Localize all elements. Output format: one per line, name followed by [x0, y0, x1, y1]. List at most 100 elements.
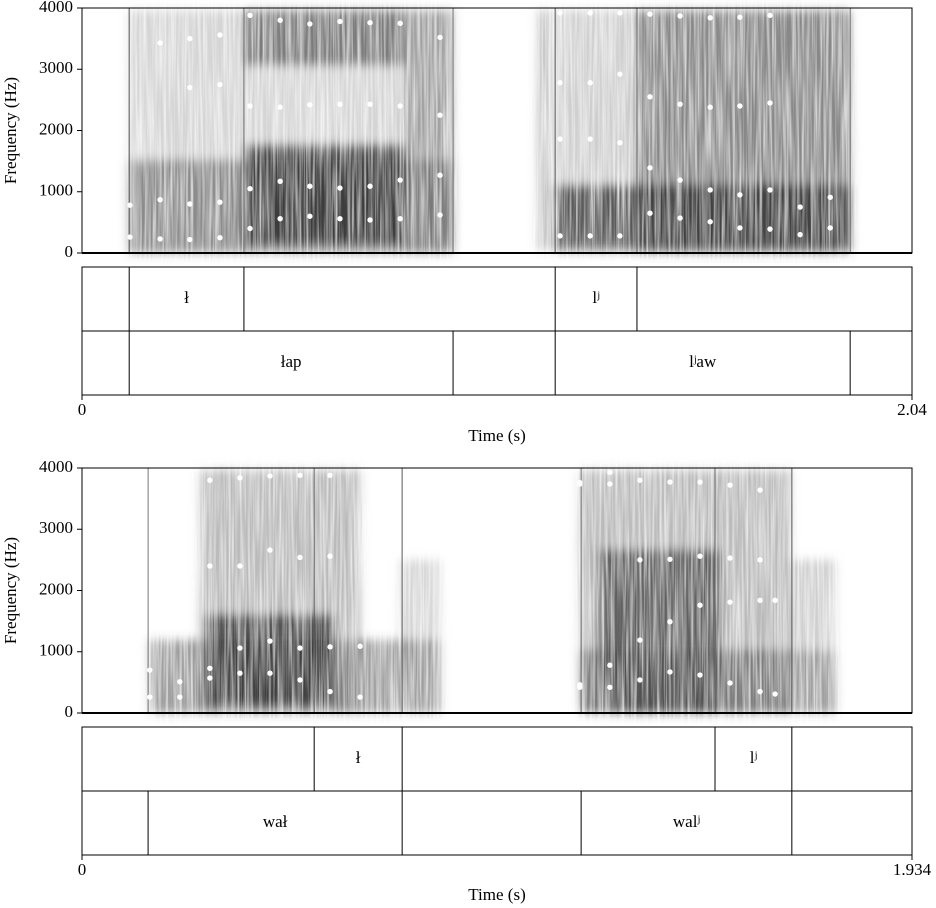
formant-point: [647, 11, 653, 17]
formant-point: [637, 557, 643, 563]
formant-point: [337, 185, 343, 191]
formant-point: [147, 667, 153, 673]
tier-label: ł: [184, 288, 189, 307]
formant-point: [217, 32, 223, 38]
formant-point: [327, 688, 333, 695]
tier-label: lʲ: [592, 288, 600, 307]
formant-point: [207, 675, 213, 681]
formant-point: [367, 101, 373, 107]
formant-point: [707, 15, 713, 21]
formant-point: [327, 644, 333, 650]
formant-point: [337, 101, 343, 107]
formant-point: [177, 679, 183, 685]
formant-point: [647, 165, 653, 171]
formant-point: [697, 553, 703, 559]
formant-point: [327, 472, 333, 479]
formant-point: [367, 20, 373, 26]
formant-point: [267, 670, 273, 676]
formant-point: [267, 547, 273, 553]
y-tick-label: 0: [65, 702, 74, 721]
formant-point: [217, 199, 223, 205]
formant-point: [187, 201, 193, 207]
formant-point: [587, 233, 593, 239]
formant-point: [577, 682, 583, 688]
formant-point: [697, 479, 703, 485]
formant-point: [237, 670, 243, 676]
formant-point: [677, 215, 683, 221]
formant-point: [187, 236, 193, 243]
spectrogram-top: [129, 10, 850, 253]
formant-point: [587, 136, 593, 142]
tier-label: lʲ: [750, 748, 758, 767]
formant-point: [127, 202, 133, 208]
formant-point: [357, 694, 363, 700]
formant-point: [267, 473, 273, 479]
formant-point: [727, 599, 733, 605]
y-tick-label: 3000: [39, 58, 73, 77]
formant-point: [737, 192, 743, 198]
y-tick-label: 2000: [39, 119, 73, 138]
formant-point: [297, 472, 303, 479]
x-tick-label: 0: [78, 400, 87, 419]
formant-point: [277, 216, 283, 222]
formant-point: [177, 479, 183, 485]
formant-point: [587, 10, 593, 16]
formant-point: [217, 234, 223, 241]
tier-label: ł: [356, 748, 361, 767]
formant-point: [327, 553, 333, 559]
formant-point: [237, 645, 243, 651]
formant-point: [637, 637, 643, 643]
formant-point: [617, 140, 623, 146]
formant-point: [437, 212, 443, 218]
formant-point: [367, 217, 373, 223]
formant-point: [157, 40, 163, 46]
formant-point: [127, 234, 133, 240]
formant-point: [357, 643, 363, 649]
x-axis-label: Time (s): [468, 426, 525, 445]
formant-point: [577, 480, 583, 486]
formant-point: [247, 225, 253, 232]
formant-point: [557, 233, 563, 239]
formant-point: [677, 13, 683, 19]
formant-point: [397, 216, 403, 222]
formant-point: [827, 194, 833, 200]
formant-point: [307, 102, 313, 108]
formant-point: [307, 183, 313, 189]
formant-point: [397, 20, 403, 27]
x-axis-label: Time (s): [468, 885, 525, 904]
formant-point: [207, 665, 213, 671]
formant-point: [437, 34, 443, 41]
formant-point: [617, 233, 623, 239]
tier-label: walʲ: [673, 812, 701, 831]
formant-point: [707, 187, 713, 193]
formant-point: [697, 672, 703, 678]
y-tick-label: 1000: [39, 641, 73, 660]
formant-point: [757, 487, 763, 493]
formant-point: [187, 84, 193, 91]
formant-point: [157, 197, 163, 203]
formant-point: [557, 10, 563, 16]
formant-point: [772, 691, 778, 697]
y-tick-label: 4000: [39, 457, 73, 476]
formant-point: [277, 17, 283, 23]
formant-point: [617, 71, 623, 77]
formant-point: [607, 684, 613, 690]
formant-point: [637, 477, 643, 483]
formant-point: [297, 677, 303, 683]
formant-point: [247, 12, 253, 19]
formant-point: [207, 477, 213, 483]
tier-label: lʲaw: [689, 352, 717, 371]
formant-point: [737, 225, 743, 231]
formant-point: [607, 662, 613, 668]
formant-point: [277, 178, 283, 185]
formant-point: [207, 563, 213, 569]
formant-point: [667, 619, 673, 625]
formant-point: [187, 35, 193, 42]
formant-point: [667, 479, 673, 485]
y-tick-label: 4000: [39, 0, 73, 16]
formant-point: [297, 554, 303, 561]
formant-point: [337, 216, 343, 222]
formant-point: [737, 103, 743, 109]
formant-point: [797, 231, 803, 238]
x-tick-label: 1.934: [893, 860, 932, 879]
